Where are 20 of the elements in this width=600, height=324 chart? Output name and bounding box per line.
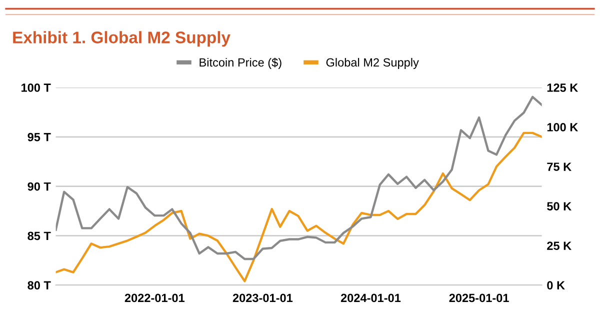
y-tick-label: 90 T xyxy=(28,182,51,191)
y2-tick-label: 75 K xyxy=(547,162,572,171)
y2-tick-label: 100 K xyxy=(547,123,578,132)
line-series xyxy=(56,132,542,282)
y-tick-label: 100 T xyxy=(21,84,51,92)
line-series xyxy=(56,96,542,260)
y-tick-label: 95 T xyxy=(28,132,51,142)
legend-label: Bitcoin Price ($) xyxy=(200,58,282,69)
x-tick-label: 2022-01-01 xyxy=(124,294,185,302)
y-tick-label: 80 T xyxy=(28,281,51,290)
x-tick-label: 2024-01-01 xyxy=(340,294,401,302)
x-tick-label: 2023-01-01 xyxy=(232,294,293,302)
y2-tick-label: 50 K xyxy=(547,202,572,210)
y2-tick-label: 125 K xyxy=(547,84,578,92)
x-tick-label: 2025-01-01 xyxy=(449,294,509,302)
chart-title: Exhibit 1. Global M2 Supply xyxy=(13,31,230,47)
y-tick-label: 85 T xyxy=(28,232,51,240)
y2-tick-label: 0 K xyxy=(547,281,565,290)
legend-label: Global M2 Supply xyxy=(326,58,419,69)
y2-tick-label: 25 K xyxy=(547,242,572,250)
